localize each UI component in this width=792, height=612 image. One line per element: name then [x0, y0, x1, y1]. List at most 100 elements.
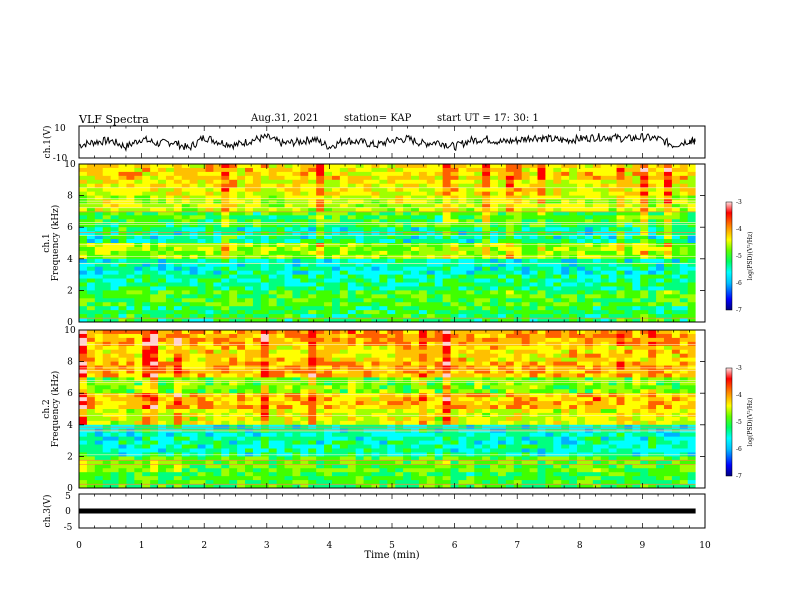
spectrogram-cell: [529, 405, 538, 410]
spectrogram-cell: [94, 294, 104, 299]
spectrogram-cell: [237, 405, 246, 410]
spectrogram-cell: [561, 266, 570, 272]
spectrogram-cell: [584, 294, 594, 299]
spectrogram-cell: [213, 207, 222, 212]
spectrogram-cell: [221, 223, 230, 228]
spectrogram-cell: [134, 175, 143, 181]
spectrogram-cell: [379, 357, 388, 362]
spectrogram-cell: [308, 337, 317, 343]
spectrogram-cell: [197, 373, 206, 378]
spectrogram-cell: [592, 302, 602, 307]
spectrogram-cell: [426, 250, 436, 256]
spectrogram-cell: [181, 191, 191, 196]
spectrogram-cell: [126, 219, 135, 224]
spectrogram-cell: [395, 183, 404, 189]
spectrogram-cell: [110, 286, 119, 291]
spectrogram-cell: [663, 341, 673, 347]
spectrogram-cell: [450, 219, 459, 224]
spectrogram-cell: [237, 318, 246, 323]
spectrogram-cell: [616, 282, 625, 287]
spectrogram-cell: [252, 239, 262, 244]
spectrogram-cell: [600, 353, 610, 359]
spectrogram-cell: [276, 397, 285, 402]
spectrogram-cell: [656, 235, 665, 240]
spectrogram-cell: [663, 258, 673, 264]
spectrogram-cell: [102, 270, 112, 275]
spectrogram-cell: [331, 278, 341, 283]
spectrogram-cell: [561, 345, 570, 351]
spectrogram-cell: [411, 235, 420, 240]
spectrogram-cell: [418, 215, 428, 220]
spectrogram-cell: [497, 219, 507, 224]
spectrogram-cell: [577, 246, 586, 252]
spectrogram-cell: [537, 381, 546, 386]
spectrogram-cell: [490, 167, 499, 173]
spectrogram-cell: [569, 187, 578, 193]
spectrogram-cell: [102, 369, 112, 374]
spectrogram-cell: [213, 235, 222, 240]
spectrogram-cell: [331, 219, 341, 224]
spectrogram-cell: [592, 357, 602, 362]
spectrogram-cell: [331, 164, 341, 169]
spectrogram-cell: [347, 179, 357, 185]
spectrogram-cell: [371, 341, 380, 347]
spectrogram-cell: [458, 246, 467, 252]
spectrogram-cell: [205, 333, 214, 339]
spectrogram-cell: [474, 167, 483, 173]
spectrogram-cell: [561, 377, 570, 382]
spectrogram-cell: [347, 290, 357, 295]
spectrogram-cell: [426, 219, 436, 224]
spectrogram-cell: [418, 333, 428, 339]
spectrogram-cell: [513, 207, 523, 212]
spectrogram-cell: [442, 215, 451, 220]
spectrogram-cell: [118, 401, 127, 406]
spectrogram-cell: [189, 179, 198, 185]
spectrogram-cell: [173, 167, 183, 173]
spectrogram-cell: [426, 357, 436, 362]
spectrogram-cell: [324, 377, 333, 382]
spectrogram-cell: [679, 223, 689, 228]
spectrogram-cell: [245, 203, 254, 208]
spectrogram-cell: [490, 401, 499, 406]
spectrogram-cell: [324, 250, 333, 256]
spectrogram-cell: [292, 314, 301, 319]
spectrogram-cell: [300, 389, 309, 394]
spectrogram-cell: [134, 231, 143, 236]
spectrogram-cell: [110, 266, 119, 272]
spectrogram-cell: [284, 341, 293, 347]
spectrogram-cell: [158, 333, 167, 339]
spectrogram-cell: [268, 306, 278, 311]
spectrogram-cell: [324, 330, 333, 335]
spectrogram-cell: [442, 330, 451, 335]
spectrogram-cell: [561, 187, 570, 193]
spectrogram-cell: [521, 211, 530, 216]
spectrogram-cell: [245, 310, 254, 315]
spectrogram-cell: [450, 393, 459, 398]
spectrogram-cell: [442, 266, 451, 272]
spectrogram-cell: [632, 333, 641, 339]
spectrogram-cell: [150, 175, 159, 181]
spectrogram-cell: [118, 274, 127, 279]
spectrogram-cell: [229, 393, 238, 398]
spectrogram-cell: [537, 345, 546, 351]
spectrogram-cell: [268, 258, 278, 264]
spectrogram-cell: [679, 290, 689, 295]
spectrogram-cell: [324, 239, 333, 244]
spectrogram-cell: [181, 227, 191, 232]
spectrogram-cell: [640, 235, 649, 240]
spectrogram-cell: [118, 246, 127, 252]
spectrogram-cell: [466, 266, 475, 272]
spectrogram-cell: [118, 227, 127, 232]
spectrogram-cell: [458, 318, 467, 323]
spectrogram-cell: [165, 389, 175, 394]
spectrogram-cell: [102, 349, 112, 355]
spectrogram-cell: [545, 207, 554, 212]
ch1-waveform-ylabel: ch.1(V): [42, 126, 53, 159]
spectrogram-cell: [632, 369, 641, 374]
spectrogram-cell: [569, 349, 578, 355]
spectrogram-cell: [545, 314, 554, 319]
spectrogram-cell: [355, 250, 364, 256]
spectrogram-cell: [497, 211, 507, 216]
spectrogram-cell: [569, 409, 578, 414]
spectrogram-cell: [687, 215, 697, 220]
